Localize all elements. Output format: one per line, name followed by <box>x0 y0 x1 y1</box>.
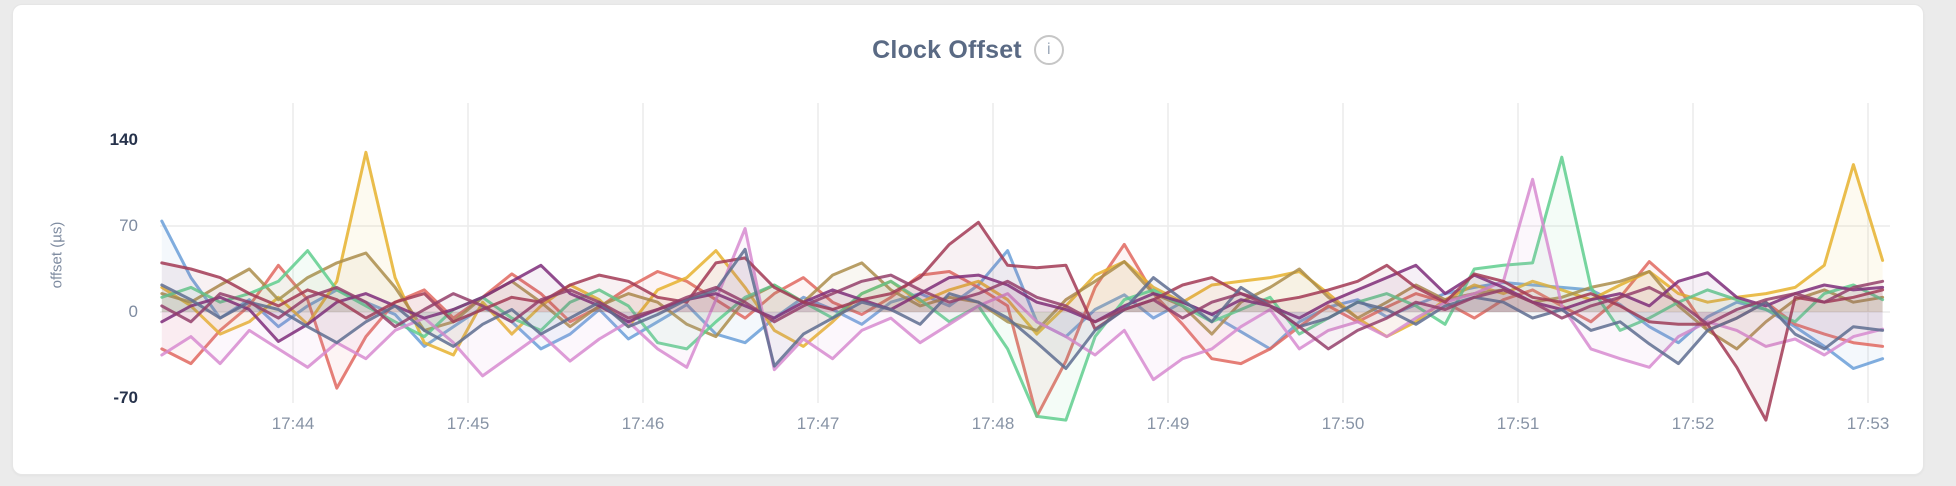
series-purple-line <box>160 263 1885 343</box>
series-wine-line <box>160 220 1885 422</box>
y-axis-title: offset (µs) <box>48 221 66 289</box>
y-axis-tick-70: 70 <box>119 216 138 235</box>
x-axis-tick-1753: 17:53 <box>1846 414 1890 433</box>
series-plum-fill <box>161 275 1883 349</box>
x-axis-tick-1752: 17:52 <box>1671 414 1715 433</box>
x-axis-tick-1744: 17:44 <box>271 414 315 433</box>
clock-offset-card: Clock Offset i <box>12 4 1924 475</box>
y-axis-tick-0: 0 <box>128 302 138 321</box>
x-axis-tick-1746: 17:46 <box>621 414 665 433</box>
x-axis-tick-1745: 17:45 <box>446 414 490 433</box>
series-pink-fill <box>161 179 1883 380</box>
x-axis-tick-1748: 17:48 <box>971 414 1015 433</box>
card-header: Clock Offset i <box>13 35 1923 65</box>
x-axis-tick-1747: 17:47 <box>796 414 840 433</box>
series-green-fill <box>161 157 1883 421</box>
x-axis-tick-1750: 17:50 <box>1321 414 1365 433</box>
y-axis-tick-140: 140 <box>109 130 138 149</box>
y-axis-tick--70: -70 <box>113 388 138 407</box>
series-purple-fill <box>161 265 1883 342</box>
chart-canvas <box>160 103 1890 422</box>
series-slate-line <box>160 247 1885 370</box>
series-khaki-line <box>160 251 1885 351</box>
series-plum-line <box>160 273 1885 351</box>
info-icon[interactable]: i <box>1033 35 1064 65</box>
chart-title: Clock Offset <box>872 35 1022 64</box>
x-axis-tick-1751: 17:51 <box>1496 414 1540 433</box>
series-pink-line <box>160 177 1885 382</box>
x-axis-tick-1749: 17:49 <box>1146 414 1190 433</box>
